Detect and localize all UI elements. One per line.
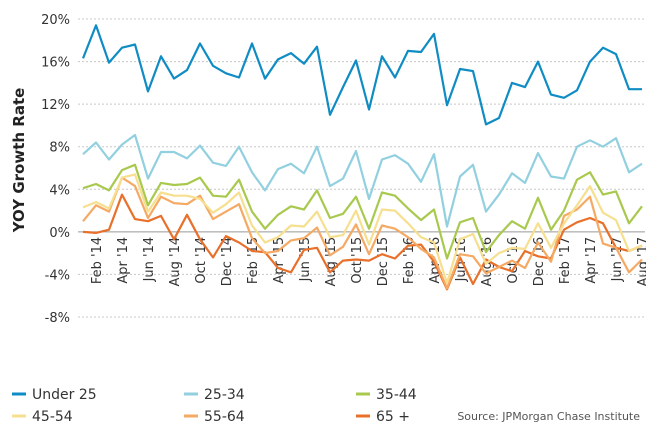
y-tick-label: 4% — [49, 183, 70, 198]
source-note: Source: JPMorgan Chase Institute — [457, 410, 640, 423]
x-tick-label: Jun '14 — [142, 237, 157, 283]
y-tick-label: -4% — [45, 268, 70, 283]
y-tick-label: -8% — [45, 311, 70, 326]
y-tick-label: 20% — [41, 13, 70, 28]
x-tick-label: Oct '14 — [194, 237, 209, 284]
series-line — [82, 133, 643, 228]
x-tick-label: Jun '15 — [298, 237, 313, 283]
x-tick-label: Apr '14 — [116, 237, 131, 284]
x-tick-label: Apr '17 — [584, 237, 599, 284]
y-tick-label: 12% — [41, 98, 70, 113]
legend-label: Under 25 — [32, 387, 97, 403]
x-tick-label: Apr '15 — [272, 237, 287, 284]
legend-label: 25-34 — [204, 387, 245, 403]
y-axis-title: YOY Growth Rate — [10, 88, 28, 234]
x-tick-label: Dec '14 — [220, 237, 235, 286]
y-tick-label: 16% — [41, 56, 70, 71]
legend-label: 45-54 — [32, 409, 73, 425]
series-line — [82, 163, 643, 260]
legend-label: 35-44 — [376, 387, 417, 403]
legend-label: 55-64 — [204, 409, 245, 425]
x-tick-label: Feb '14 — [90, 237, 105, 284]
x-tick-label: Feb '15 — [246, 237, 261, 284]
x-tick-label: Aug '15 — [324, 237, 339, 287]
y-tick-label: 0% — [49, 226, 70, 241]
x-tick-label: Aug '14 — [168, 237, 183, 287]
series-line — [82, 173, 643, 284]
x-tick-label: Dec '15 — [376, 237, 391, 286]
series-line — [81, 24, 642, 126]
y-tick-label: 8% — [49, 141, 70, 156]
legend-label: 65 + — [376, 409, 410, 425]
series-line — [82, 176, 643, 290]
x-tick-label: Feb '17 — [558, 237, 573, 284]
